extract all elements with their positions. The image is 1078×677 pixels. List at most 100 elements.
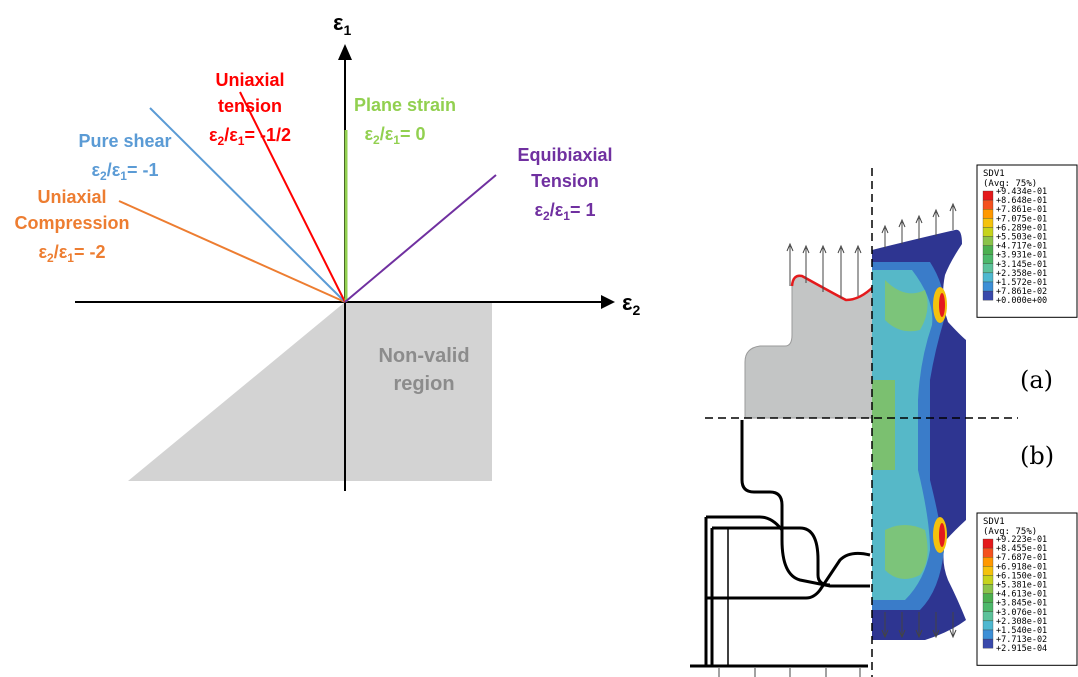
legend_a-swatch [982, 236, 994, 246]
pure-shear-label: Pure shear ε2/ε1= -1 [78, 131, 171, 183]
legend_b-value: +7.713e-02 [996, 635, 1047, 645]
legend_b-swatch [982, 547, 994, 558]
legend_b-value: +6.918e-01 [996, 562, 1047, 572]
svg-text:Equibiaxial: Equibiaxial [517, 145, 612, 165]
svg-text:Tension: Tension [531, 171, 599, 191]
svg-text:ε2/ε1= -1: ε2/ε1= -1 [92, 160, 159, 183]
legend_a-swatch [982, 281, 994, 292]
uniaxial-compression-line [118, 200, 346, 303]
uniaxial-tension-label: Uniaxial tension ε2/ε1= -1/2 [209, 70, 291, 148]
legend_a-swatch [982, 209, 994, 219]
legend_b-swatch [982, 638, 994, 649]
legend_a-swatch [982, 218, 994, 228]
non-valid-label-line2: region [393, 373, 454, 395]
fea-contour-body [872, 229, 966, 640]
svg-text:tension: tension [218, 96, 282, 116]
legend_b-value: +8.455e-01 [996, 544, 1047, 554]
legend_b-value: +1.540e-01 [996, 626, 1047, 636]
svg-text:Plane strain: Plane strain [354, 95, 456, 115]
legend_b-swatch [982, 557, 994, 567]
non-valid-label-line1: Non-valid [378, 345, 469, 367]
legend_a-swatch [982, 290, 994, 301]
svg-text:ε2/ε1= 0: ε2/ε1= 0 [365, 124, 426, 147]
legend_a-title: SDV1 [983, 169, 1005, 179]
svg-text:Uniaxial: Uniaxial [215, 70, 284, 90]
legend_b-value: +2.915e-04 [996, 644, 1047, 654]
legend_b-value: +6.150e-01 [996, 571, 1047, 581]
legend_b-value: +7.687e-01 [996, 553, 1047, 563]
legend_b-value: +5.381e-01 [996, 581, 1047, 591]
x-axis-arrow [601, 295, 615, 309]
legend_b-value: +3.845e-01 [996, 599, 1047, 609]
legend_b-swatch [982, 629, 994, 640]
legend_b-swatch [982, 566, 994, 576]
legend_a-box [976, 164, 1078, 318]
uniaxial-tension-line [239, 91, 346, 303]
legend_a-value: +3.931e-01 [996, 251, 1047, 261]
svg-text:Uniaxial: Uniaxial [37, 187, 106, 207]
equibiaxial-tension-line [344, 174, 497, 303]
x-axis-label: ε2 [622, 290, 640, 318]
legend_b-subtitle: (Avg: 75%) [983, 527, 1037, 537]
legend_a-value: +0.000e+00 [996, 296, 1047, 306]
equibiaxial-tension-label: Equibiaxial Tension ε2/ε1= 1 [517, 145, 612, 223]
top-right-arrows [881, 202, 957, 248]
legend_b-swatch [982, 620, 994, 631]
legend_a-value: +8.648e-01 [996, 196, 1047, 206]
legend_a-swatch [982, 263, 994, 274]
legend_a-value: +5.503e-01 [996, 233, 1047, 243]
legend_a-value: +4.717e-01 [996, 242, 1047, 252]
legend_a-value: +1.572e-01 [996, 278, 1047, 288]
svg-text:Pure shear: Pure shear [78, 131, 171, 151]
legend_a-swatch [982, 272, 994, 283]
uniaxial-compression-label: Uniaxial Compression ε2/ε1= -2 [14, 187, 129, 265]
svg-text:ε2/ε1= -2: ε2/ε1= -2 [39, 242, 106, 265]
legend_a-value: +7.861e-01 [996, 205, 1047, 215]
legend-a: SDV1(Avg: 75%)+9.434e-01+8.648e-01+7.861… [976, 164, 1078, 318]
legend_b-value: +9.223e-01 [996, 535, 1047, 545]
legend_b-value: +4.613e-01 [996, 590, 1047, 600]
svg-text:ε2/ε1= -1/2: ε2/ε1= -1/2 [209, 125, 291, 148]
plane-strain-label: Plane strain ε2/ε1= 0 [354, 95, 456, 147]
legend_a-swatch [982, 199, 994, 210]
legend-b: SDV1(Avg: 75%)+9.223e-01+8.455e-01+7.687… [976, 512, 1078, 666]
bottom-right-arrows [881, 612, 957, 639]
y-axis-arrow [338, 44, 352, 60]
legend_a-value: +9.434e-01 [996, 187, 1047, 197]
svg-text:ε2/ε1= 1: ε2/ε1= 1 [535, 200, 596, 223]
top-left-arrows [786, 242, 862, 298]
y-axis-label: ε1 [333, 10, 351, 38]
strain-diagram: Non-valid region ε1 ε2 Uniaxial Compress… [14, 10, 640, 491]
legend_b-value: +3.076e-01 [996, 608, 1047, 618]
legend_b-swatch [982, 538, 994, 549]
legend_b-swatch [982, 602, 994, 612]
pure-shear-line [149, 107, 346, 303]
legend_b-swatch [982, 593, 994, 603]
undeformed-specimen [744, 275, 875, 419]
legend_a-subtitle: (Avg: 75%) [983, 179, 1037, 189]
bottom-left-arrows [718, 668, 861, 677]
fea-figure: (a) (b) SDV1(Avg: 75%)+9.434e-01+8.648e-… [690, 164, 1078, 677]
legend_a-swatch [982, 254, 994, 264]
tooling-outline [690, 420, 871, 668]
legend_a-value: +2.358e-01 [996, 269, 1047, 279]
svg-text:Compression: Compression [14, 213, 129, 233]
legend_a-value: +7.075e-01 [996, 214, 1047, 224]
legend_b-swatch [982, 611, 994, 622]
legend_b-title: SDV1 [983, 517, 1005, 527]
non-valid-region [128, 180, 492, 481]
label-b: (b) [1020, 442, 1054, 470]
legend_b-value: +2.308e-01 [996, 617, 1047, 627]
legend_a-value: +6.289e-01 [996, 223, 1047, 233]
legend_a-swatch [982, 190, 994, 201]
label-a: (a) [1020, 366, 1053, 394]
legend_a-swatch [982, 245, 994, 255]
legend_a-swatch [982, 227, 994, 237]
legend_b-box [976, 512, 1078, 666]
legend_b-swatch [982, 584, 994, 594]
undeformed-top-edge [790, 274, 875, 302]
legend_b-swatch [982, 575, 994, 585]
legend_a-value: +7.861e-02 [996, 287, 1047, 297]
legend_a-value: +3.145e-01 [996, 260, 1047, 270]
